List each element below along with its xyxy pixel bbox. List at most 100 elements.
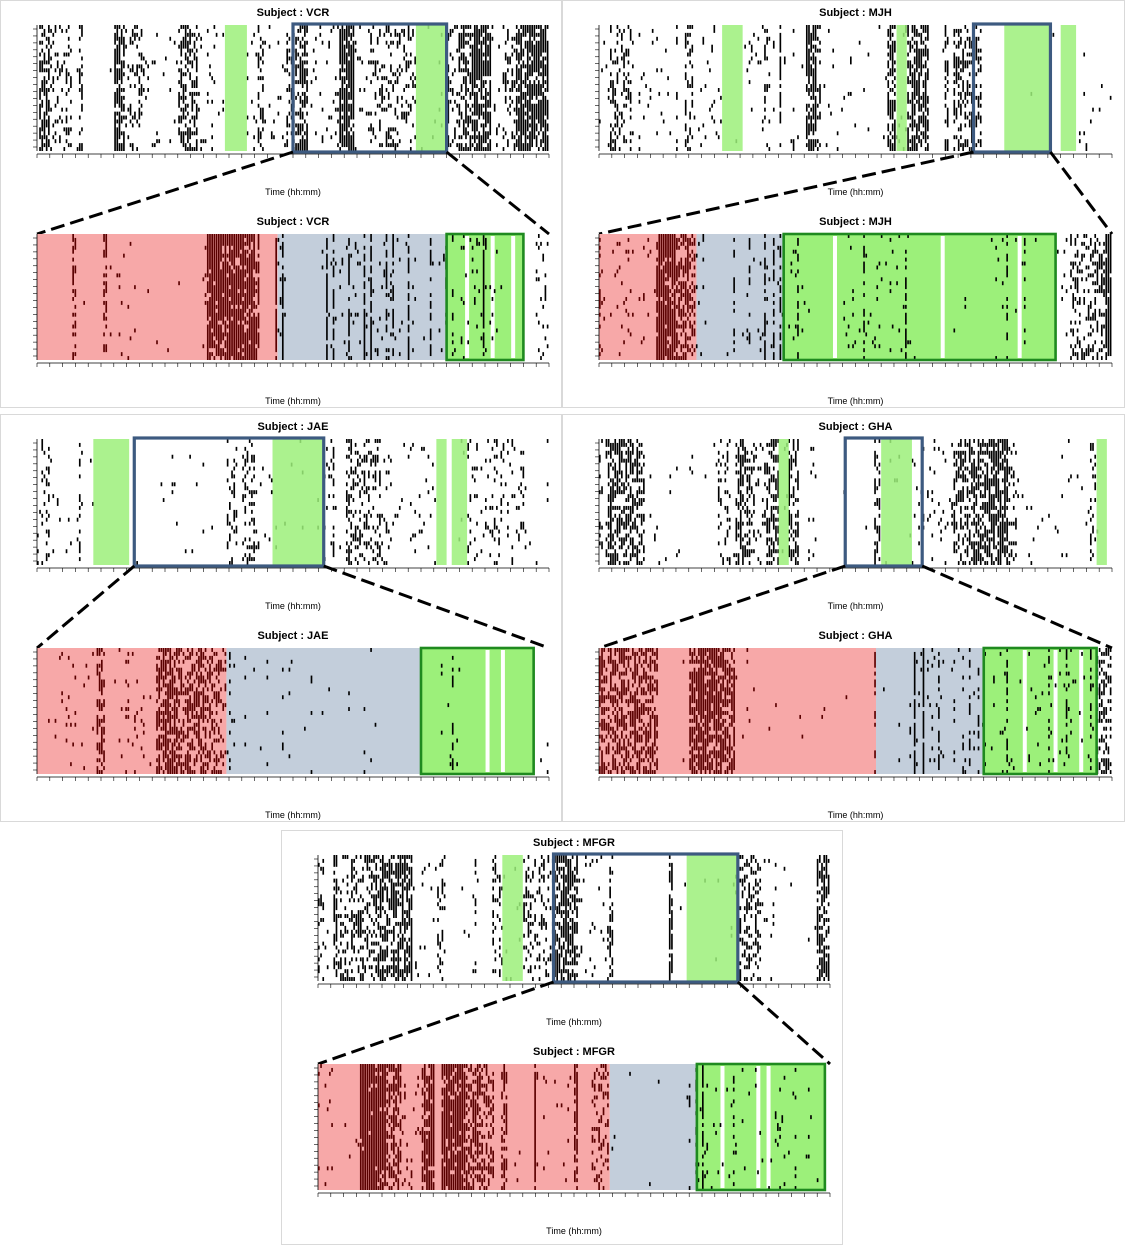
detail-activity-mark-1148: [953, 750, 956, 755]
overview-activity-mark-646: [409, 103, 412, 112]
detail-activity-mark-1198: [385, 234, 388, 242]
overview-activity-mark-69: [61, 64, 63, 73]
detail-activity-mark-887: [645, 726, 647, 747]
detail-activity-mark-898: [1076, 265, 1079, 274]
detail-activity-mark-877: [643, 722, 645, 727]
detail-activity-mark-587: [167, 648, 169, 652]
overview-activity-mark-361: [792, 439, 795, 451]
overview-activity-mark-791: [487, 44, 489, 57]
overview-activity-mark-906: [535, 135, 538, 148]
detail-activity-mark-1140: [940, 750, 942, 755]
overview-activity-mark-308: [768, 561, 771, 565]
detail-activity-mark-1035: [722, 730, 724, 735]
detail-activity-mark-1097: [255, 289, 258, 294]
detail-activity-mark-732: [772, 293, 775, 297]
overview-activity-mark-507: [964, 549, 967, 554]
overview-activity-mark-391: [812, 553, 815, 558]
detail-activity-mark-967: [698, 648, 700, 656]
overview-activity-mark-699: [458, 91, 461, 96]
detail-activity-mark-790: [863, 340, 865, 345]
overview-activity-mark-75: [63, 127, 66, 132]
overview-activity-mark-787: [485, 131, 487, 144]
detail-activity-mark-788: [863, 308, 865, 317]
overview-activity-mark-464: [968, 72, 971, 77]
overview-activity-mark-654: [1010, 474, 1013, 479]
detail-activity-mark-1230: [407, 245, 410, 254]
overview-activity-mark-789: [487, 25, 489, 29]
detail-activity-mark-725: [204, 754, 207, 759]
overview-activity-mark-22: [614, 99, 617, 108]
overview-activity-mark-266: [850, 56, 852, 65]
overview-activity-mark-292: [891, 25, 894, 29]
overview-activity-mark-460: [966, 139, 969, 148]
overview-activity-mark-350: [788, 458, 790, 506]
detail-activity-mark-1018: [717, 675, 720, 684]
detail-activity-mark-872: [1065, 289, 1068, 294]
detail-activity-mark-1174: [363, 281, 366, 290]
overview-activity-mark-472: [955, 458, 958, 467]
overview-activity-mark-129: [253, 454, 255, 463]
detail-activity-mark-1024: [220, 348, 222, 360]
overview-activity-mark-136: [698, 127, 700, 132]
overview-activity-mark-194: [348, 474, 350, 479]
overview-activity-mark-534: [363, 88, 366, 92]
overview-activity-mark-343: [913, 48, 916, 53]
overview-activity-mark-860: [520, 25, 522, 29]
overview-activity-mark-133: [253, 502, 255, 506]
detail-activity-mark-1158: [964, 770, 967, 774]
overview-activity-mark-165: [691, 454, 694, 459]
detail-activity-mark-720: [764, 289, 766, 294]
detail-activity-mark-1157: [350, 253, 353, 258]
overview-activity-mark-301: [200, 139, 202, 144]
overview-activity-mark-202: [350, 486, 353, 491]
detail-activity-mark-946: [691, 707, 694, 715]
overview-activity-mark-383: [927, 25, 929, 41]
detail-activity-mark-1016: [717, 648, 720, 652]
detail-activity-mark-541: [618, 241, 621, 246]
overview-activity-mark-171: [131, 143, 134, 152]
detail-activity-mark-668: [691, 304, 694, 313]
overview-activity-mark-112: [81, 72, 83, 77]
overview-activity-mark-58: [54, 139, 57, 144]
detail-activity-mark-476: [81, 742, 83, 747]
detail-activity-mark-1041: [229, 234, 231, 262]
detail-activity-mark-1110: [916, 762, 918, 767]
detail-activity-mark-775: [217, 770, 220, 774]
detail-activity-mark-895: [1074, 352, 1077, 357]
overview-activity-mark-241: [746, 466, 749, 471]
overview-activity-mark-17: [43, 28, 46, 37]
detail-activity-mark-989: [706, 671, 709, 676]
overview-activity-mark-106: [244, 553, 247, 558]
overview-activity-mark-93: [70, 48, 72, 53]
detail-activity-mark-944: [72, 324, 74, 329]
overview-activity-mark-463: [968, 60, 971, 65]
detail-activity-mark-1233: [1059, 671, 1061, 676]
overview-activity-mark-17: [607, 462, 610, 479]
overview-activity-mark-486: [337, 107, 339, 112]
detail-activity-mark-1182: [993, 675, 995, 684]
detail-activity-mark-924: [654, 762, 656, 767]
overview-activity-mark-148: [270, 490, 273, 495]
detail-activity-mark-943: [689, 758, 691, 771]
overview-activity-mark-284: [759, 561, 762, 565]
overview-activity-mark-500: [979, 64, 982, 73]
detail-activity-mark-489: [96, 766, 99, 775]
detail-activity-mark-938: [1089, 300, 1092, 309]
overview-activity-mark-718: [462, 119, 465, 136]
overview-activity-mark-399: [493, 561, 496, 565]
overview-activity-mark-79: [65, 68, 68, 85]
overview-activity-mark-376: [286, 48, 289, 65]
detail-activity-mark-674: [693, 265, 696, 270]
overview-activity-mark-497: [962, 537, 964, 546]
overview-activity-mark-61: [627, 60, 630, 65]
overview-activity-mark-57: [171, 490, 174, 495]
detail-activity-mark-978: [702, 722, 705, 727]
overview-activity-mark-520: [968, 498, 971, 502]
detail-activity-mark-794: [621, 648, 623, 664]
overview-activity-mark-786: [485, 88, 487, 128]
overview-activity-mark-282: [193, 91, 196, 96]
overview-activity-mark-135: [693, 115, 696, 120]
overview-activity-mark-383: [808, 517, 810, 522]
overview-activity-mark-402: [874, 549, 876, 565]
overview-activity-mark-552: [979, 442, 982, 455]
